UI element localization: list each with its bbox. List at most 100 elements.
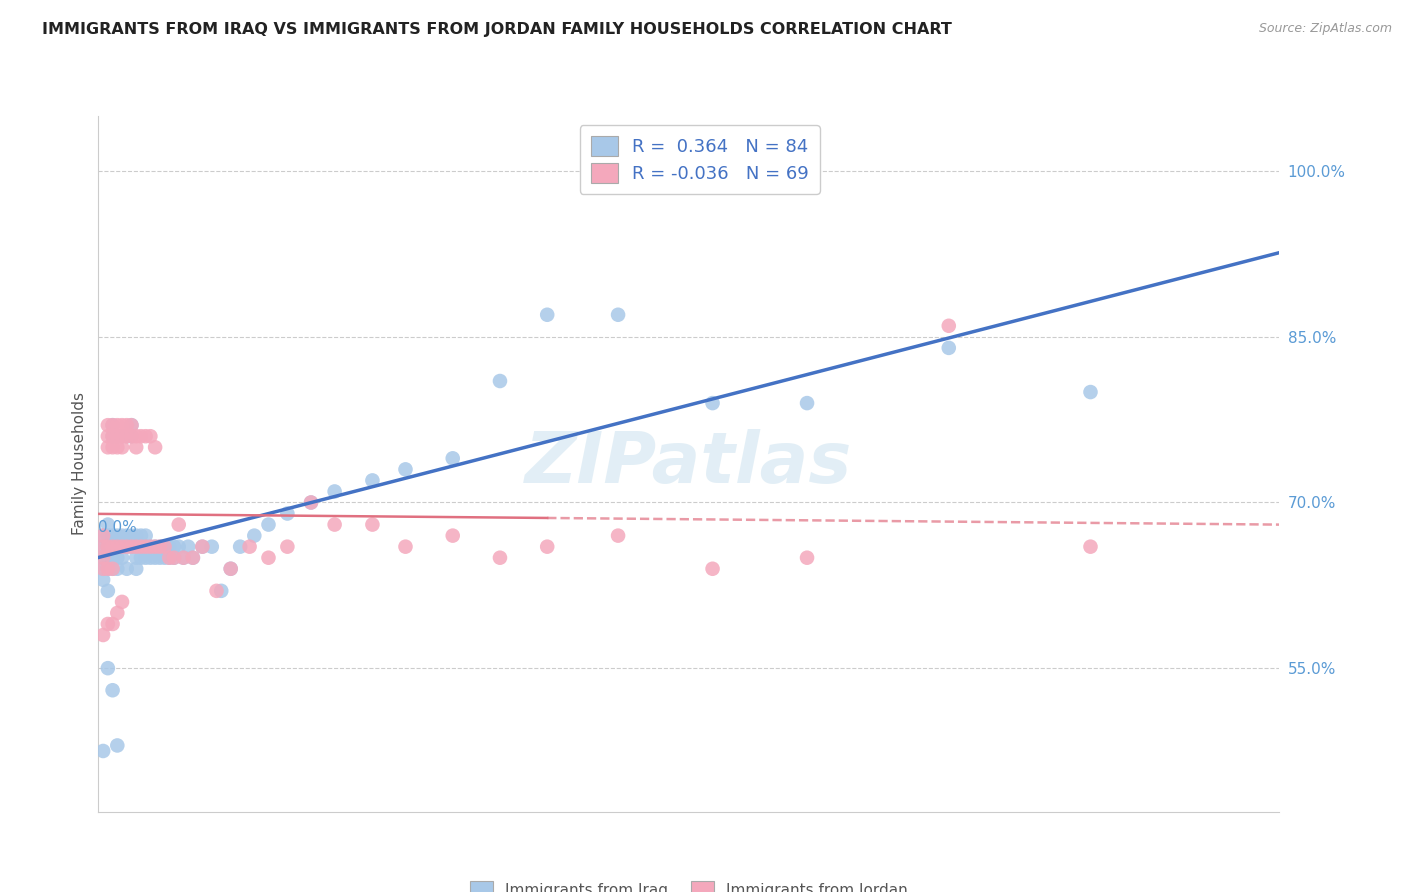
Point [257, 517, 280, 532]
Point [299, 495, 322, 509]
Point [105, 739, 128, 753]
Point [1080, 385, 1102, 400]
Point [157, 540, 180, 554]
Point [101, 418, 124, 433]
Point [105, 528, 128, 542]
Point [257, 550, 280, 565]
Point [135, 540, 157, 554]
Point [153, 540, 176, 554]
Point [157, 550, 180, 565]
Point [111, 595, 134, 609]
Point [135, 528, 157, 542]
Point [101, 429, 124, 443]
Point [394, 462, 416, 476]
Point [97, 661, 120, 675]
Point [115, 429, 138, 443]
Text: IMMIGRANTS FROM IRAQ VS IMMIGRANTS FROM JORDAN FAMILY HOUSEHOLDS CORRELATION CHA: IMMIGRANTS FROM IRAQ VS IMMIGRANTS FROM … [42, 22, 952, 37]
Point [201, 540, 224, 554]
Point [153, 550, 176, 565]
Point [938, 341, 960, 355]
Point [101, 540, 124, 554]
Point [115, 540, 138, 554]
Point [115, 540, 138, 554]
Point [143, 540, 166, 554]
Point [111, 540, 134, 554]
Point [796, 396, 818, 410]
Point [323, 517, 346, 532]
Point [181, 550, 204, 565]
Point [97, 440, 120, 454]
Point [111, 429, 134, 443]
Point [97, 562, 120, 576]
Point [97, 550, 120, 565]
Point [125, 540, 148, 554]
Point [91, 540, 114, 554]
Point [91, 528, 114, 542]
Point [205, 583, 228, 598]
Point [177, 540, 200, 554]
Point [153, 540, 176, 554]
Point [101, 550, 124, 565]
Point [394, 540, 416, 554]
Point [121, 528, 143, 542]
Point [129, 540, 152, 554]
Point [91, 562, 114, 576]
Point [101, 418, 124, 433]
Point [157, 550, 180, 565]
Point [121, 418, 143, 433]
Point [105, 562, 128, 576]
Point [111, 550, 134, 565]
Point [91, 550, 114, 565]
Point [139, 540, 162, 554]
Point [115, 429, 138, 443]
Point [121, 429, 143, 443]
Point [167, 540, 190, 554]
Point [101, 429, 124, 443]
Point [121, 429, 143, 443]
Point [607, 308, 630, 322]
Point [489, 374, 512, 388]
Point [536, 308, 558, 322]
Point [97, 617, 120, 632]
Point [172, 550, 194, 565]
Point [125, 550, 148, 565]
Point [115, 528, 138, 542]
Point [167, 517, 190, 532]
Point [97, 540, 120, 554]
Point [125, 528, 148, 542]
Point [938, 318, 960, 333]
Point [91, 528, 114, 542]
Point [101, 562, 124, 576]
Point [139, 429, 162, 443]
Point [91, 744, 114, 758]
Point [172, 550, 194, 565]
Point [101, 540, 124, 554]
Point [149, 540, 172, 554]
Point [105, 550, 128, 565]
Point [97, 528, 120, 542]
Point [97, 562, 120, 576]
Point [323, 484, 346, 499]
Point [149, 540, 172, 554]
Point [91, 562, 114, 576]
Point [97, 540, 120, 554]
Point [276, 507, 298, 521]
Point [139, 540, 162, 554]
Point [163, 550, 186, 565]
Point [536, 540, 558, 554]
Point [135, 550, 157, 565]
Point [163, 540, 186, 554]
Point [97, 517, 120, 532]
Point [97, 583, 120, 598]
Point [91, 550, 114, 565]
Point [143, 440, 166, 454]
Point [105, 540, 128, 554]
Point [115, 562, 138, 576]
Point [163, 550, 186, 565]
Point [121, 540, 143, 554]
Point [143, 550, 166, 565]
Text: ZIPatlas: ZIPatlas [526, 429, 852, 499]
Point [129, 429, 152, 443]
Point [105, 606, 128, 620]
Point [191, 540, 214, 554]
